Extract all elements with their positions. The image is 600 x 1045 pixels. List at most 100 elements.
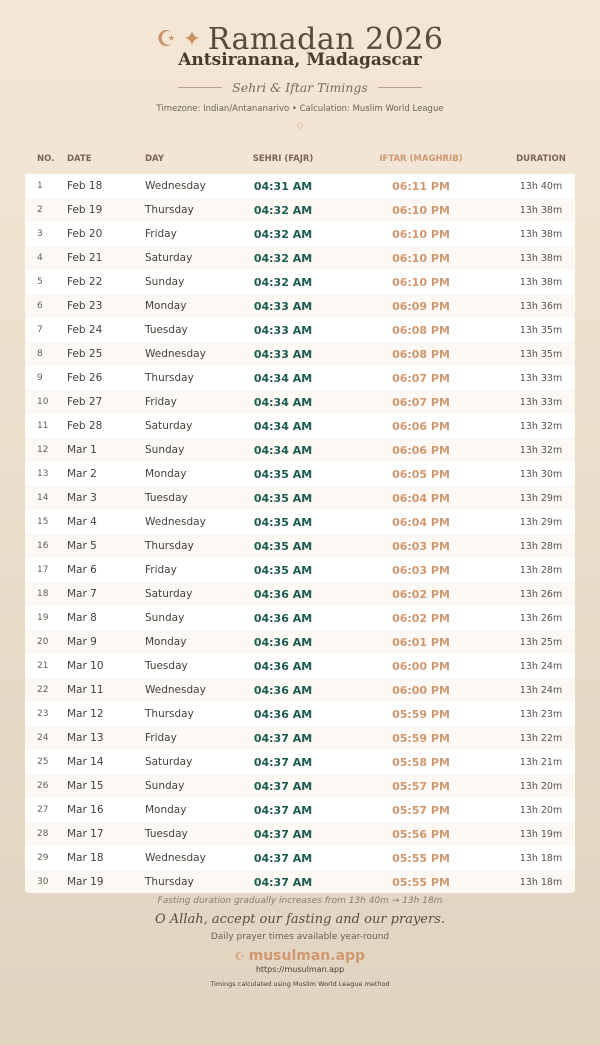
row-day: Thursday <box>145 876 194 888</box>
col-day: DAY <box>145 153 164 164</box>
row-no: 7 <box>37 325 43 335</box>
subtitle-text: Sehri & Iftar Timings <box>232 80 368 95</box>
subtitle: Sehri & Iftar Timings <box>0 80 600 95</box>
row-iftar: 06:02 PM <box>392 611 450 625</box>
row-day: Monday <box>145 300 187 312</box>
row-duration: 13h 26m <box>519 612 563 624</box>
row-no: 13 <box>37 469 49 479</box>
row-iftar: 06:06 PM <box>392 419 450 433</box>
row-day: Friday <box>145 396 177 408</box>
row-duration: 13h 20m <box>519 780 563 792</box>
table-row: 22 Mar 11 Wednesday 04:36 AM 06:00 PM 13h 24m <box>25 678 575 702</box>
row-iftar: 06:02 PM <box>392 587 450 601</box>
row-no: 10 <box>37 397 49 407</box>
row-day: Wednesday <box>145 348 206 360</box>
row-date: Mar 14 <box>67 756 104 768</box>
table-row: 6 Feb 23 Monday 04:33 AM 06:09 PM 13h 36m <box>25 294 575 318</box>
row-iftar: 06:10 PM <box>392 275 450 289</box>
col-iftar: IFTAR (MAGHRIB) <box>379 153 463 164</box>
row-day: Tuesday <box>145 828 188 840</box>
row-duration: 13h 23m <box>519 708 563 720</box>
row-sehri: 04:37 AM <box>253 875 313 889</box>
row-no: 14 <box>37 493 49 503</box>
row-iftar: 06:10 PM <box>392 203 450 217</box>
row-iftar: 06:10 PM <box>392 251 450 265</box>
row-date: Mar 2 <box>67 468 97 480</box>
row-duration: 13h 21m <box>519 756 563 768</box>
tagline: Daily prayer times available year-round <box>210 932 390 942</box>
row-iftar: 06:04 PM <box>392 515 450 529</box>
row-no: 16 <box>37 541 49 551</box>
row-date: Mar 15 <box>67 780 104 792</box>
row-date: Feb 21 <box>67 252 103 264</box>
row-no: 21 <box>37 661 49 671</box>
row-no: 23 <box>37 709 49 719</box>
table-row: 21 Mar 10 Tuesday 04:36 AM 06:00 PM 13h 24m <box>25 654 575 678</box>
row-iftar: 06:08 PM <box>392 347 450 361</box>
row-sehri: 04:32 AM <box>253 227 313 241</box>
table-row: 15 Mar 4 Wednesday 04:35 AM 06:04 PM 13h 29m <box>25 510 575 534</box>
row-sehri: 04:37 AM <box>253 731 313 745</box>
row-date: Mar 9 <box>67 636 97 648</box>
row-no: 17 <box>37 565 49 575</box>
table-row: 12 Mar 1 Sunday 04:34 AM 06:06 PM 13h 32m <box>25 438 575 462</box>
row-sehri: 04:37 AM <box>253 755 313 769</box>
row-sehri: 04:37 AM <box>253 779 313 793</box>
url-link[interactable]: https://musulman.app <box>255 965 345 974</box>
row-iftar: 05:59 PM <box>392 707 450 721</box>
row-iftar: 05:57 PM <box>392 803 450 817</box>
row-day: Sunday <box>145 276 185 288</box>
table-row: 27 Mar 16 Monday 04:37 AM 05:57 PM 13h 20m <box>25 798 575 822</box>
table-row: 18 Mar 7 Saturday 04:36 AM 06:02 PM 13h 26m <box>25 582 575 606</box>
row-date: Mar 4 <box>67 516 97 528</box>
row-no: 8 <box>37 349 43 359</box>
row-duration: 13h 38m <box>519 228 563 240</box>
row-day: Friday <box>145 732 177 744</box>
row-sehri: 04:34 AM <box>253 443 313 457</box>
page-title: ☪ ✦ Ramadan 2026 <box>0 22 600 57</box>
row-date: Mar 17 <box>67 828 104 840</box>
row-date: Feb 26 <box>67 372 103 384</box>
table-row: 30 Mar 19 Thursday 04:37 AM 05:55 PM 13h 18m <box>25 870 575 893</box>
row-duration: 13h 25m <box>519 636 563 648</box>
row-sehri: 04:36 AM <box>253 683 313 697</box>
row-duration: 13h 26m <box>519 588 563 600</box>
row-sehri: 04:35 AM <box>253 467 313 481</box>
row-date: Feb 23 <box>67 300 103 312</box>
table-row: 25 Mar 14 Saturday 04:37 AM 05:58 PM 13h 21m <box>25 750 575 774</box>
brand[interactable]: ☪ musulman.app <box>0 948 600 964</box>
row-sehri: 04:35 AM <box>253 491 313 505</box>
table-row: 10 Feb 27 Friday 04:34 AM 06:07 PM 13h 33m <box>25 390 575 414</box>
row-iftar: 06:03 PM <box>392 563 450 577</box>
row-day: Friday <box>145 228 177 240</box>
row-no: 1 <box>37 181 43 191</box>
crescent-icon: ☪ <box>234 950 249 963</box>
row-iftar: 05:56 PM <box>392 827 450 841</box>
row-iftar: 06:07 PM <box>392 395 450 409</box>
row-date: Mar 13 <box>67 732 104 744</box>
row-no: 25 <box>37 757 49 767</box>
row-no: 29 <box>37 853 49 863</box>
row-sehri: 04:32 AM <box>253 275 313 289</box>
row-iftar: 06:04 PM <box>392 491 450 505</box>
row-date: Mar 1 <box>67 444 97 456</box>
row-duration: 13h 33m <box>519 396 563 408</box>
row-iftar: 06:00 PM <box>392 659 450 673</box>
row-sehri: 04:35 AM <box>253 515 313 529</box>
table-row: 8 Feb 25 Wednesday 04:33 AM 06:08 PM 13h 35m <box>25 342 575 366</box>
col-no: NO. <box>37 153 55 164</box>
row-date: Mar 11 <box>67 684 104 696</box>
row-duration: 13h 22m <box>519 732 563 744</box>
row-date: Feb 18 <box>67 180 103 192</box>
row-iftar: 06:00 PM <box>392 683 450 697</box>
table-row: 20 Mar 9 Monday 04:36 AM 06:01 PM 13h 25m <box>25 630 575 654</box>
timezone-info: Timezone: Indian/Antananarivo • Calculat… <box>156 104 444 114</box>
row-duration: 13h 18m <box>519 876 563 888</box>
row-no: 11 <box>37 421 49 431</box>
row-no: 4 <box>37 253 43 263</box>
city-name: Antsiranana, Madagascar <box>178 50 422 70</box>
row-sehri: 04:32 AM <box>253 251 313 265</box>
timings-table: NO. DATE DAY SEHRI (FAJR) IFTAR (MAGHRIB… <box>25 143 575 893</box>
row-no: 28 <box>37 829 49 839</box>
row-day: Saturday <box>145 252 193 264</box>
